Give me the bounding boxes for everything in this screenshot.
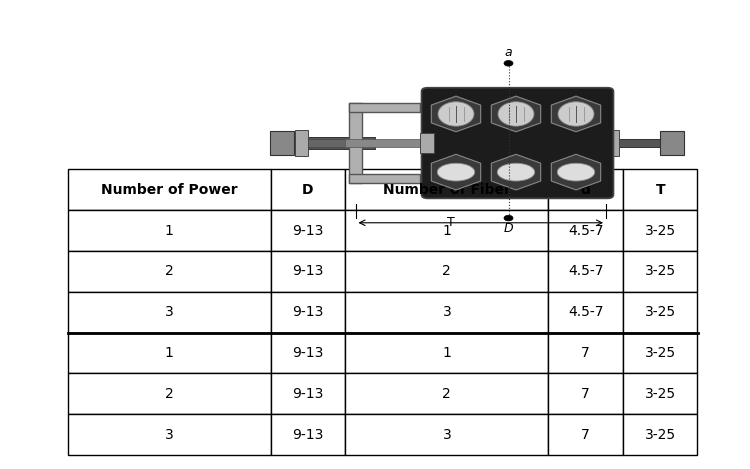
Bar — [349, 174, 420, 183]
Text: 1: 1 — [442, 224, 452, 237]
Bar — [623, 373, 698, 414]
FancyBboxPatch shape — [270, 131, 294, 155]
Bar — [271, 169, 345, 210]
Bar — [308, 139, 346, 147]
Ellipse shape — [437, 163, 475, 181]
Text: D: D — [504, 222, 513, 235]
Text: T: T — [656, 183, 665, 197]
Circle shape — [504, 61, 513, 66]
Text: D: D — [302, 183, 313, 197]
Bar — [68, 169, 271, 210]
Text: 1: 1 — [165, 346, 173, 360]
Text: 2: 2 — [442, 387, 452, 401]
Text: 3-25: 3-25 — [645, 305, 676, 319]
Bar — [608, 139, 660, 147]
Bar — [345, 251, 548, 292]
Text: 9-13: 9-13 — [292, 387, 324, 401]
Ellipse shape — [498, 102, 534, 126]
Text: 9-13: 9-13 — [292, 346, 324, 360]
Bar — [349, 103, 420, 112]
Text: 3: 3 — [442, 305, 452, 319]
Bar — [68, 251, 271, 292]
Text: 3-25: 3-25 — [645, 387, 676, 401]
Text: 2: 2 — [165, 265, 173, 278]
Bar — [345, 333, 548, 373]
FancyBboxPatch shape — [295, 130, 308, 156]
Text: 9-13: 9-13 — [292, 265, 324, 278]
Bar — [271, 251, 345, 292]
Ellipse shape — [497, 163, 535, 181]
Text: 9-13: 9-13 — [292, 305, 324, 319]
Ellipse shape — [438, 102, 474, 126]
Bar — [345, 414, 548, 455]
Bar — [623, 251, 698, 292]
Text: Number of Fiber: Number of Fiber — [383, 183, 511, 197]
Text: 3-25: 3-25 — [645, 265, 676, 278]
Bar — [271, 333, 345, 373]
Bar — [68, 373, 271, 414]
Bar — [623, 292, 698, 333]
FancyBboxPatch shape — [607, 130, 619, 156]
Circle shape — [504, 215, 513, 221]
Bar — [623, 210, 698, 251]
Text: 2: 2 — [165, 387, 173, 401]
Text: 3: 3 — [165, 428, 173, 441]
Text: 3-25: 3-25 — [645, 346, 676, 360]
Text: 2: 2 — [442, 265, 452, 278]
Text: 1: 1 — [442, 346, 452, 360]
Bar — [68, 414, 271, 455]
Ellipse shape — [557, 163, 595, 181]
FancyBboxPatch shape — [422, 88, 614, 198]
Bar — [271, 292, 345, 333]
Text: 7: 7 — [581, 387, 590, 401]
Bar — [68, 333, 271, 373]
Bar — [345, 210, 548, 251]
Bar — [349, 103, 362, 183]
Bar — [623, 414, 698, 455]
Bar — [623, 169, 698, 210]
Text: 3: 3 — [165, 305, 173, 319]
Bar — [548, 292, 623, 333]
Text: 3: 3 — [442, 428, 452, 441]
Text: d: d — [580, 183, 591, 197]
Text: T: T — [447, 216, 454, 229]
Bar — [548, 169, 623, 210]
Text: 9-13: 9-13 — [292, 224, 324, 237]
Bar — [548, 210, 623, 251]
Bar — [271, 210, 345, 251]
Bar — [68, 292, 271, 333]
Bar — [68, 210, 271, 251]
Bar — [548, 251, 623, 292]
Text: 4.5-7: 4.5-7 — [568, 224, 604, 237]
Bar — [623, 333, 698, 373]
Bar — [271, 373, 345, 414]
Text: 1: 1 — [165, 224, 173, 237]
FancyBboxPatch shape — [420, 133, 434, 153]
Text: 7: 7 — [581, 346, 590, 360]
Text: 9-13: 9-13 — [292, 428, 324, 441]
Text: 4.5-7: 4.5-7 — [568, 265, 604, 278]
Text: 3-25: 3-25 — [645, 224, 676, 237]
Bar — [271, 414, 345, 455]
Text: a: a — [505, 45, 512, 59]
Bar — [548, 333, 623, 373]
Bar — [292, 137, 375, 149]
Bar — [548, 373, 623, 414]
Bar — [345, 169, 548, 210]
Text: 3-25: 3-25 — [645, 428, 676, 441]
Ellipse shape — [558, 102, 594, 126]
Bar — [548, 414, 623, 455]
FancyBboxPatch shape — [660, 131, 684, 155]
Text: 4.5-7: 4.5-7 — [568, 305, 604, 319]
Bar — [345, 292, 548, 333]
Text: 7: 7 — [581, 428, 590, 441]
Text: Number of Power: Number of Power — [100, 183, 238, 197]
Bar — [345, 373, 548, 414]
Bar — [345, 139, 424, 147]
